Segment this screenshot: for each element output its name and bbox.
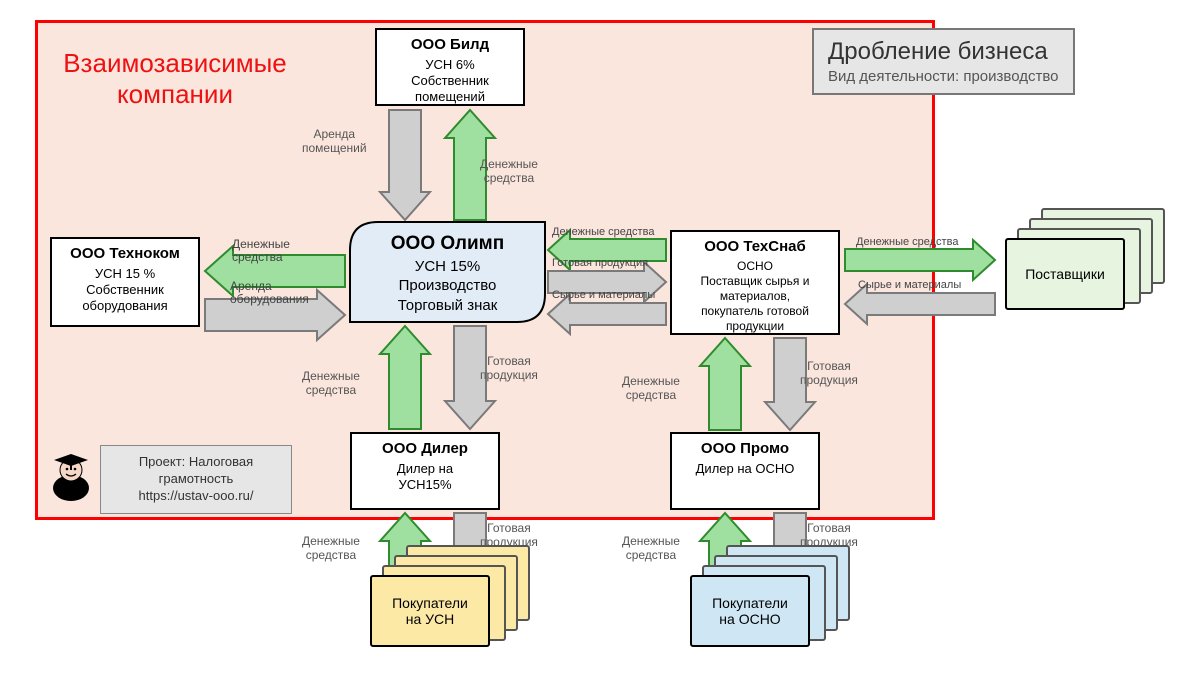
node-technokom-line1: УСН 15 %: [95, 266, 155, 281]
node-promo-line1: Дилер на ОСНО: [696, 461, 795, 476]
node-promo: ООО Промо Дилер на ОСНО: [670, 432, 820, 510]
node-dealer: ООО Дилер Дилер наУСН15%: [350, 432, 500, 510]
node-technokom-title: ООО Техноком: [60, 245, 190, 264]
arrow-label-olimp-dealer-down: Готоваяпродукция: [480, 355, 538, 383]
arrow-label-buyers-dealer-up: Денежныесредства: [302, 535, 360, 563]
title-main: Дробление бизнеса: [828, 38, 1059, 66]
node-techsnab-line2: Поставщик сырья и: [701, 274, 810, 288]
node-olimp: ООО ОлимпУСН 15%ПроизводствоТорговый зна…: [350, 222, 545, 322]
node-bild-line1: УСН 6%: [425, 57, 474, 72]
node-dealer-line1: Дилер на: [397, 461, 453, 476]
node-bild-line3: помещений: [415, 89, 485, 104]
arrow-label-olimp-techsnab-right-goods: Готовая продукция: [552, 257, 648, 269]
title-interdependent: Взаимозависимыекомпании: [55, 48, 295, 110]
arrow-promo-techsnab-up: [700, 338, 750, 430]
arrow-label-promo-techsnab-up: Денежныесредства: [622, 375, 680, 403]
stack-buyersUSN: Покупателина УСН: [370, 575, 530, 675]
graduate-icon: [48, 448, 94, 503]
node-technokom-line2: Собственник: [86, 282, 164, 297]
node-techsnab-title: ООО ТехСнаб: [680, 238, 830, 257]
node-olimp-title: ООО Олимп: [391, 233, 504, 254]
title-box: Дробление бизнеса Вид деятельности: произ…: [812, 28, 1075, 95]
node-techsnab-line4: покупатель готовой: [701, 304, 809, 318]
stack-buyersOSNO: Покупателина ОСНО: [690, 575, 850, 675]
arrow-label-bild-olimp-down: Арендапомещений: [302, 128, 367, 156]
arrow-label-techsnab-olimp-left-raw: Сырье и материалы: [552, 289, 655, 301]
stack-suppliers-front: Поставщики: [1005, 238, 1125, 310]
title-sub: Вид деятельности: производство: [828, 68, 1059, 85]
node-dealer-title: ООО Дилер: [360, 440, 490, 459]
node-techsnab-line5: продукции: [726, 319, 784, 333]
node-dealer-line2: УСН15%: [398, 477, 451, 492]
project-box: Проект: Налоговаяграмотностьhttps://usta…: [100, 445, 292, 514]
node-bild-title: ООО Билд: [385, 36, 515, 55]
node-techsnab-line1: ОСНО: [737, 259, 773, 273]
node-bild: ООО Билд УСН 6%Собственникпомещений: [375, 28, 525, 106]
arrow-label-techsnab-olimp-left-money: Денежные средства: [552, 226, 655, 238]
arrow-label-buyers-promo-up: Денежныесредства: [622, 535, 680, 563]
arrow-label-dealer-olimp-up: Денежныесредства: [302, 370, 360, 398]
arrow-label-technokom-olimp-left: Денежныесредства: [232, 237, 290, 264]
node-techsnab-line3: материалов,: [720, 289, 790, 303]
arrow-label-suppliers-techsnab-money: Денежные средства: [856, 236, 959, 248]
arrow-dealer-olimp-up: [380, 326, 430, 429]
node-technokom: ООО Техноком УСН 15 %Собственникоборудова…: [50, 237, 200, 327]
stack-buyersOSNO-front: Покупателина ОСНО: [690, 575, 810, 647]
node-technokom-line3: оборудования: [82, 298, 167, 313]
stack-suppliers: Поставщики: [1005, 238, 1165, 338]
arrow-label-techsnab-promo-down: Готоваяпродукция: [800, 360, 858, 388]
node-promo-title: ООО Промо: [680, 440, 810, 459]
node-bild-line2: Собственник: [411, 73, 489, 88]
node-techsnab: ООО ТехСнаб ОСНОПоставщик сырья иматериал…: [670, 230, 840, 335]
arrow-label-olimp-bild-up: Денежныесредства: [480, 158, 538, 186]
arrow-bild-olimp-down: [380, 110, 430, 220]
stack-buyersUSN-front: Покупателина УСН: [370, 575, 490, 647]
arrow-label-suppliers-techsnab-raw: Сырье и материалы: [858, 279, 961, 291]
